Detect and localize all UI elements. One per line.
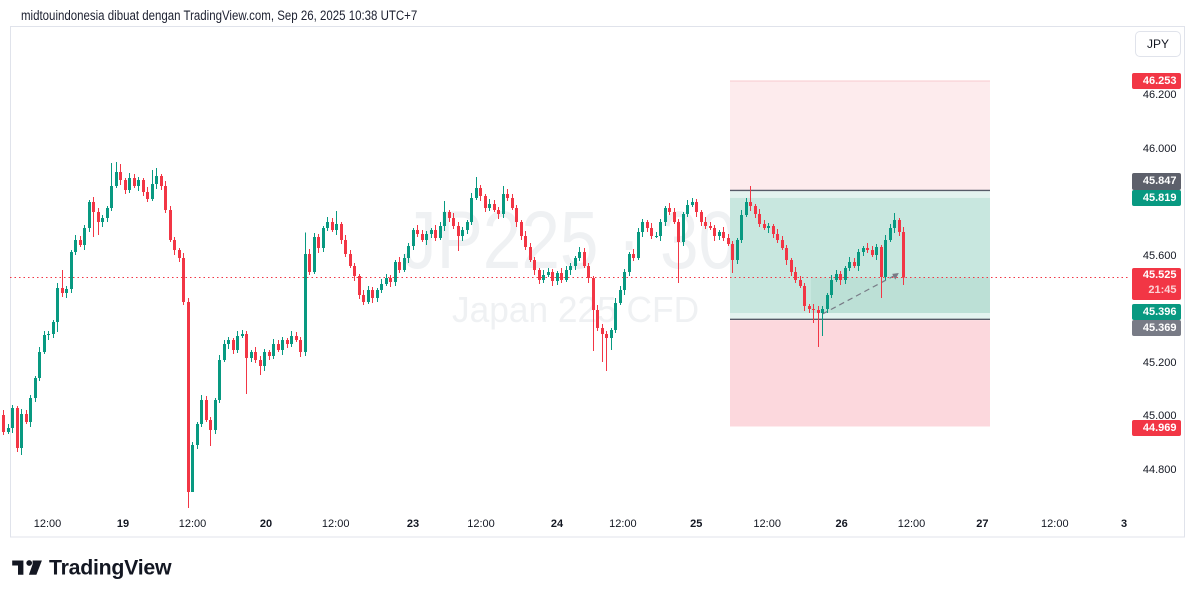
svg-text:TradingView: TradingView bbox=[49, 558, 172, 580]
